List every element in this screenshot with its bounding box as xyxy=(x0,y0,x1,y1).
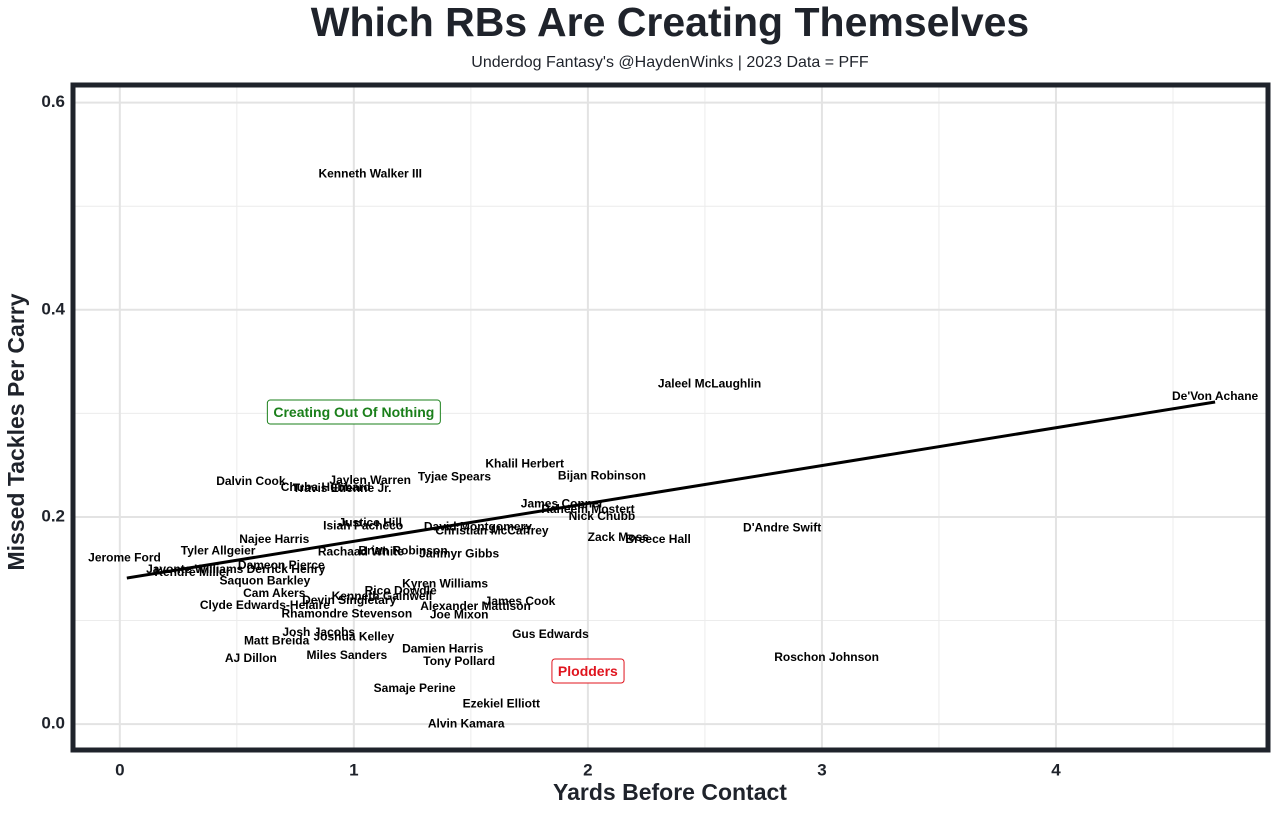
y-tick-label: 0.4 xyxy=(41,299,65,318)
point-label: David Montgomery xyxy=(424,519,532,533)
point-label: Derrick Henry xyxy=(247,562,326,576)
point-label: Raheem Mostert xyxy=(541,502,634,516)
y-tick-label: 0.6 xyxy=(41,92,65,111)
point-label: D'Andre Swift xyxy=(743,521,821,535)
point-label: Jaylen Warren xyxy=(329,473,411,487)
annotation: Plodders xyxy=(558,663,618,679)
point-label: De'Von Achane xyxy=(1172,389,1259,403)
point-label: Tony Pollard xyxy=(423,654,495,668)
point-label: AJ Dillon xyxy=(225,651,277,665)
point-label: Tyjae Spears xyxy=(418,470,491,484)
point-label: Rico Dowdle xyxy=(365,584,437,598)
x-tick-label: 4 xyxy=(1051,760,1061,779)
point-label: Josh Jacobs xyxy=(282,625,355,639)
y-tick-label: 0.0 xyxy=(41,714,65,733)
point-label: Isiah Pacheco xyxy=(323,518,403,532)
point-label: Breece Hall xyxy=(625,532,690,546)
x-tick-label: 0 xyxy=(115,760,124,779)
annotation: Creating Out Of Nothing xyxy=(273,404,434,420)
point-label: Joe Mixon xyxy=(430,608,489,622)
point-label: Travis Etienne Jr. xyxy=(293,481,392,495)
panel-border xyxy=(70,82,1271,753)
point-label: Kendre Miller xyxy=(154,565,230,579)
point-label: Damien Harris xyxy=(402,642,484,656)
y-axis-title: Missed Tackles Per Carry xyxy=(3,293,29,570)
point-label: Matt Breida xyxy=(244,633,310,647)
point-label: Nick Chubb xyxy=(569,509,636,523)
annotation-box xyxy=(266,399,441,425)
chart-subtitle: Underdog Fantasy's @HaydenWinks | 2023 D… xyxy=(471,54,869,71)
point-label: Jahmyr Gibbs xyxy=(419,546,499,560)
point-label: Roschon Johnson xyxy=(774,650,879,664)
chart-title: Which RBs Are Creating Themselves xyxy=(311,0,1029,45)
point-label: Saquon Barkley xyxy=(220,573,311,587)
point-label: Dalvin Cook xyxy=(216,474,286,488)
point-label: Javonte Williams xyxy=(146,562,244,576)
point-label: Najee Harris xyxy=(239,532,309,546)
point-label: Tyler Allgeier xyxy=(181,543,256,557)
trend-line xyxy=(126,400,1216,580)
point-label: Kyren Williams xyxy=(402,576,488,590)
point-label: James Cook xyxy=(485,594,556,608)
point-label: Christian McCaffrey xyxy=(435,524,549,538)
x-tick-label: 3 xyxy=(817,760,826,779)
point-label: James Conner xyxy=(521,497,604,511)
point-label: Jerome Ford xyxy=(88,551,161,565)
x-tick-label: 1 xyxy=(349,760,358,779)
point-label: Cam Akers xyxy=(243,586,306,600)
point-label: Jaleel McLaughlin xyxy=(658,377,761,391)
point-label: Alexander Mattison xyxy=(420,599,531,613)
point-label: Kenneth Gainwell xyxy=(332,589,433,603)
point-label: Rhamondre Stevenson xyxy=(281,606,412,620)
point-label: Samaje Perine xyxy=(374,681,456,695)
point-label: Bijan Robinson xyxy=(558,469,646,483)
point-label: Ezekiel Elliott xyxy=(463,697,540,711)
x-tick-label: 2 xyxy=(583,760,592,779)
point-label: Devin Singletary xyxy=(302,593,396,607)
point-label: Clyde Edwards-Helaire xyxy=(200,598,330,612)
point-label: Rachaad White xyxy=(318,544,404,558)
point-label: Joshua Kelley xyxy=(313,629,394,643)
point-label: Miles Sanders xyxy=(306,648,387,662)
x-axis-title: Yards Before Contact xyxy=(553,779,787,805)
point-label: Justice Hill xyxy=(339,515,402,529)
point-label: Chuba Hubbard xyxy=(281,480,371,494)
y-tick-label: 0.2 xyxy=(41,506,65,525)
point-label: Dameon Pierce xyxy=(238,558,325,572)
annotation-box xyxy=(551,658,625,684)
point-label: Brian Robinson xyxy=(358,543,447,557)
point-label: Zack Moss xyxy=(588,530,650,544)
point-label: Gus Edwards xyxy=(512,627,589,641)
point-label: Khalil Herbert xyxy=(485,456,564,470)
point-label: Kenneth Walker III xyxy=(318,166,422,180)
point-label: Alvin Kamara xyxy=(428,716,505,730)
